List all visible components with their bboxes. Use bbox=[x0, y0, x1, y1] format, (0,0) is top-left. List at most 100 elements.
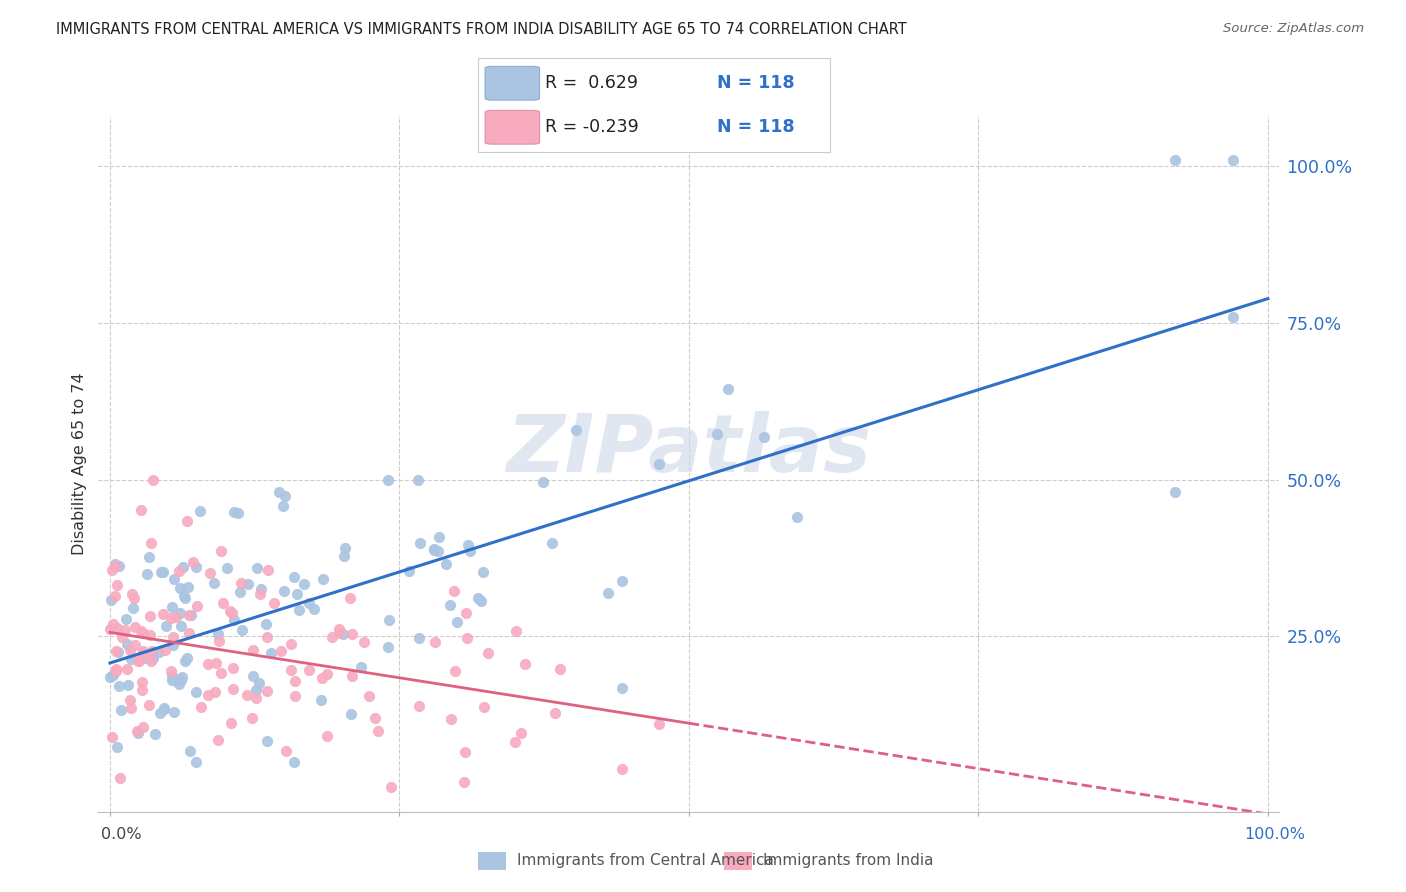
Point bbox=[328, 622, 350, 636]
Point bbox=[472, 700, 495, 714]
Point bbox=[115, 612, 138, 626]
Point bbox=[426, 544, 449, 558]
Point bbox=[125, 724, 148, 739]
Text: 0.0%: 0.0% bbox=[101, 827, 142, 841]
Point bbox=[510, 726, 533, 740]
Point bbox=[321, 630, 343, 644]
Point bbox=[177, 608, 200, 623]
Text: 100.0%: 100.0% bbox=[1244, 827, 1305, 841]
Point bbox=[610, 762, 633, 776]
Point bbox=[359, 689, 381, 703]
Point bbox=[105, 739, 128, 754]
Point bbox=[139, 628, 162, 642]
Point bbox=[256, 617, 278, 632]
Point bbox=[101, 730, 124, 744]
Point bbox=[1222, 153, 1244, 167]
Point bbox=[162, 638, 184, 652]
Point bbox=[129, 502, 152, 516]
Point bbox=[170, 618, 193, 632]
Point bbox=[152, 565, 174, 579]
FancyBboxPatch shape bbox=[485, 66, 540, 100]
Point bbox=[207, 626, 229, 640]
Point bbox=[132, 643, 155, 657]
Point bbox=[312, 572, 335, 586]
Point bbox=[124, 620, 146, 634]
Point bbox=[160, 668, 183, 682]
Point bbox=[565, 423, 588, 437]
Point bbox=[548, 662, 571, 676]
Point bbox=[249, 587, 271, 601]
Point bbox=[120, 652, 142, 666]
Point bbox=[152, 607, 174, 622]
Point bbox=[263, 595, 285, 609]
Point bbox=[380, 780, 402, 794]
Point bbox=[256, 733, 278, 747]
Point bbox=[198, 566, 221, 580]
Point bbox=[160, 665, 183, 679]
Point bbox=[456, 631, 478, 645]
Point bbox=[229, 585, 252, 599]
Point bbox=[298, 596, 321, 610]
Point bbox=[219, 715, 242, 730]
Point bbox=[107, 559, 129, 574]
Point bbox=[292, 577, 315, 591]
Point bbox=[453, 774, 475, 789]
Point bbox=[339, 591, 361, 606]
Point bbox=[250, 582, 273, 596]
Point bbox=[717, 382, 740, 396]
Point bbox=[328, 625, 350, 640]
Point bbox=[115, 637, 138, 651]
Point bbox=[167, 677, 190, 691]
Point bbox=[132, 626, 155, 640]
Point bbox=[302, 602, 325, 616]
Point bbox=[284, 690, 307, 704]
Point bbox=[231, 623, 253, 637]
Point bbox=[398, 564, 420, 578]
Point bbox=[273, 583, 295, 598]
Point bbox=[446, 615, 468, 629]
Point bbox=[155, 618, 177, 632]
Point bbox=[340, 626, 363, 640]
Point bbox=[221, 607, 243, 621]
Text: IMMIGRANTS FROM CENTRAL AMERICA VS IMMIGRANTS FROM INDIA DISABILITY AGE 65 TO 74: IMMIGRANTS FROM CENTRAL AMERICA VS IMMIG… bbox=[56, 22, 907, 37]
Point bbox=[117, 678, 139, 692]
Point bbox=[427, 530, 450, 544]
Point bbox=[472, 566, 495, 580]
Point bbox=[541, 535, 564, 549]
Point bbox=[131, 682, 153, 697]
Point bbox=[160, 673, 183, 687]
Point bbox=[457, 538, 479, 552]
Point bbox=[247, 676, 270, 690]
Point bbox=[122, 601, 145, 615]
Point bbox=[505, 624, 527, 638]
Point bbox=[139, 608, 162, 623]
Point bbox=[150, 566, 173, 580]
Point bbox=[648, 457, 671, 471]
Text: Immigrants from India: Immigrants from India bbox=[763, 854, 934, 868]
Point bbox=[470, 594, 492, 608]
Point bbox=[184, 560, 207, 574]
Point bbox=[153, 643, 176, 657]
Point bbox=[104, 644, 127, 658]
Point bbox=[173, 591, 195, 606]
Point bbox=[209, 544, 232, 558]
Point bbox=[184, 755, 207, 769]
Point bbox=[280, 637, 302, 651]
FancyBboxPatch shape bbox=[485, 111, 540, 145]
Point bbox=[149, 706, 172, 720]
Point bbox=[180, 607, 202, 622]
Point bbox=[513, 657, 536, 672]
Point bbox=[786, 509, 808, 524]
Point bbox=[207, 732, 229, 747]
Point bbox=[202, 576, 225, 591]
Point bbox=[105, 664, 128, 678]
Point bbox=[260, 646, 283, 660]
Point bbox=[98, 670, 121, 684]
Point bbox=[364, 711, 387, 725]
Point bbox=[269, 484, 291, 499]
Point bbox=[423, 635, 446, 649]
Point bbox=[222, 682, 245, 697]
Point bbox=[177, 581, 200, 595]
Point bbox=[423, 543, 446, 558]
Point bbox=[503, 735, 526, 749]
